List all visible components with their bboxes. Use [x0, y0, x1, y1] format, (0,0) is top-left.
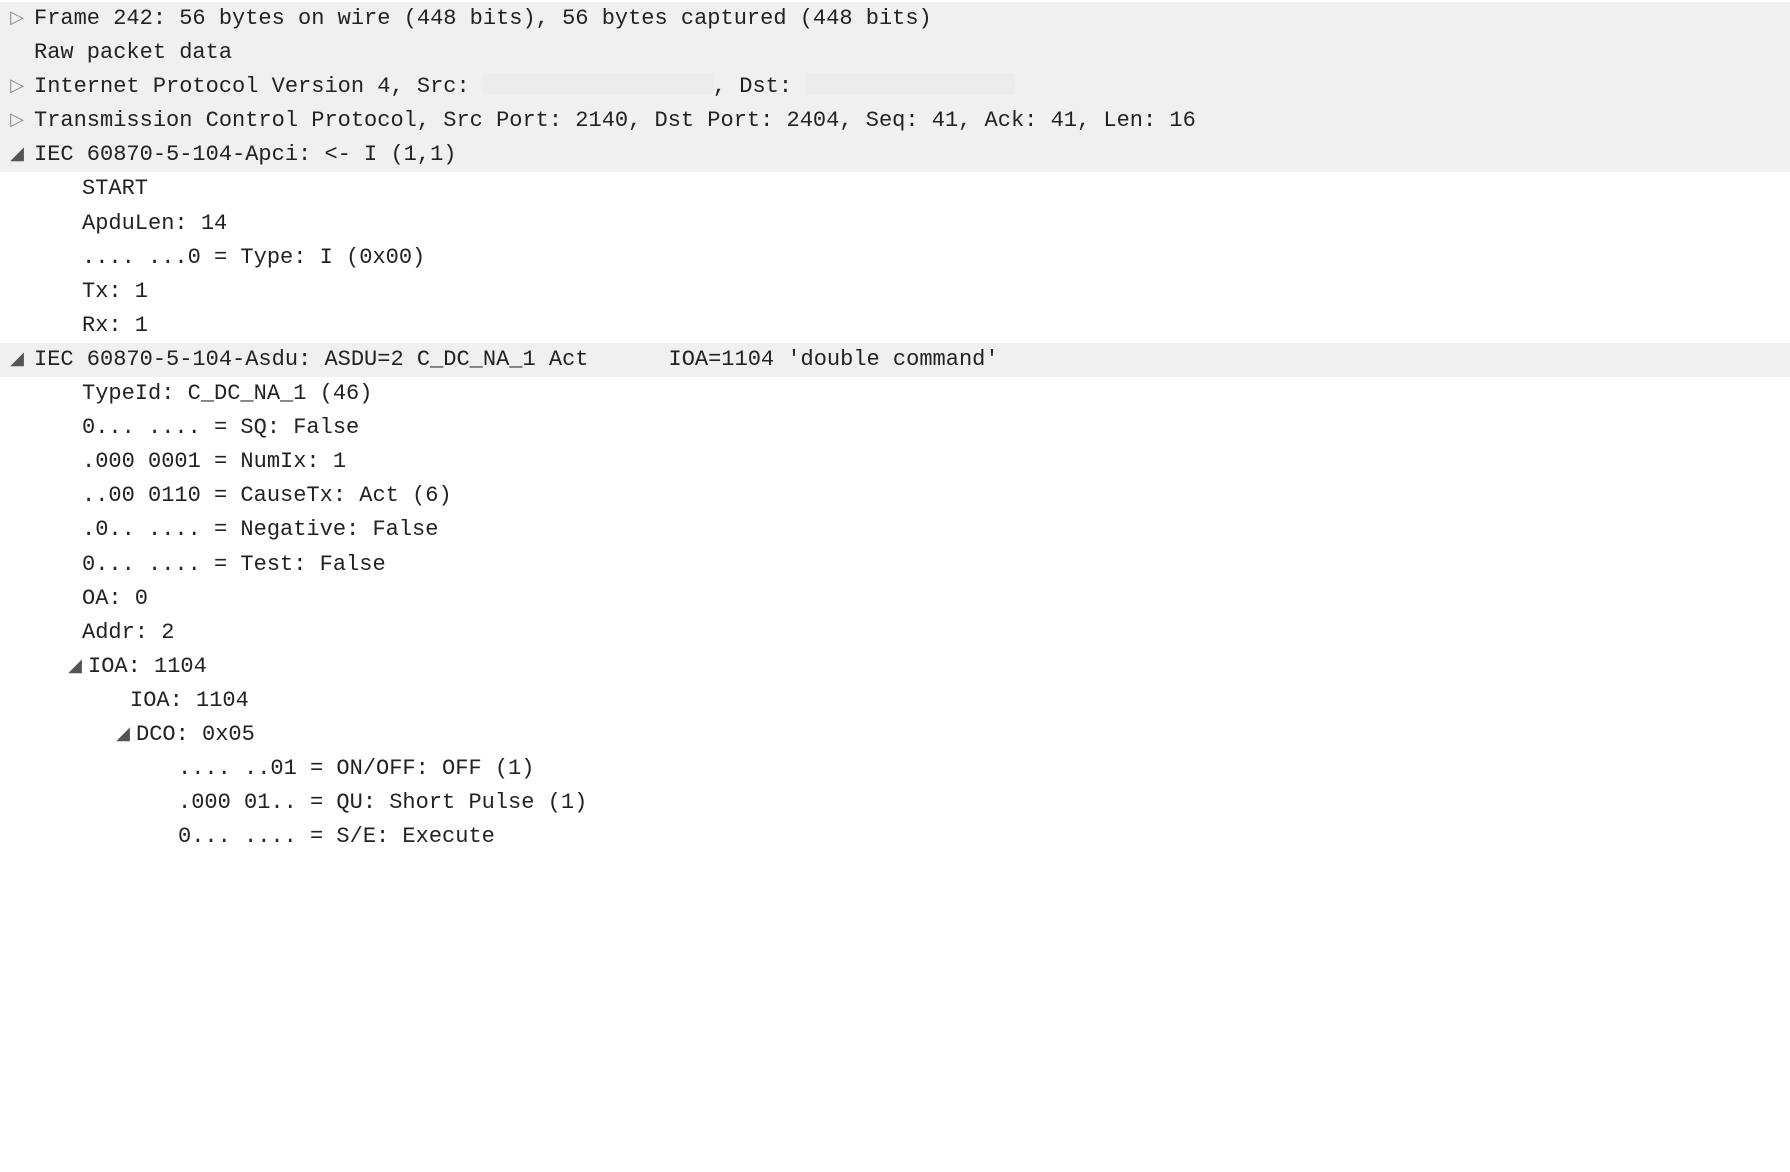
field-text: Tx: 1 [82, 279, 148, 304]
redacted-dst-ip: x [805, 73, 1015, 95]
asdu-oa[interactable]: OA: 0 [0, 582, 1790, 616]
tree-item-tcp[interactable]: ▷Transmission Control Protocol, Src Port… [0, 104, 1790, 138]
field-text: ..00 0110 = CauseTx: Act (6) [82, 483, 452, 508]
asdu-test[interactable]: 0... .... = Test: False [0, 548, 1790, 582]
collapse-icon[interactable]: ◢ [0, 140, 34, 168]
field-text: ApduLen: 14 [82, 211, 227, 236]
apci-header-text: IEC 60870-5-104-Apci: <- I (1,1) [34, 142, 456, 167]
expand-icon[interactable]: ▷ [0, 4, 34, 32]
expand-icon[interactable]: ▷ [0, 106, 34, 134]
tree-item-raw[interactable]: Raw packet data [0, 36, 1790, 70]
asdu-header-left: IEC 60870-5-104-Asdu: ASDU=2 C_DC_NA_1 A… [34, 347, 589, 372]
dco-header-text: DCO: 0x05 [136, 722, 255, 747]
ioa-header-text: IOA: 1104 [88, 654, 207, 679]
ip-prefix: Internet Protocol Version 4, Src: [34, 74, 483, 99]
apci-type[interactable]: .... ...0 = Type: I (0x00) [0, 241, 1790, 275]
apci-rx[interactable]: Rx: 1 [0, 309, 1790, 343]
field-text: 0... .... = SQ: False [82, 415, 359, 440]
raw-packet-label: Raw packet data [34, 40, 232, 65]
asdu-causetx[interactable]: ..00 0110 = CauseTx: Act (6) [0, 479, 1790, 513]
field-text: 0... .... = S/E: Execute [178, 824, 495, 849]
tree-item-apci[interactable]: ◢IEC 60870-5-104-Apci: <- I (1,1) [0, 138, 1790, 172]
field-text: .000 01.. = QU: Short Pulse (1) [178, 790, 587, 815]
asdu-addr[interactable]: Addr: 2 [0, 616, 1790, 650]
ioa-value[interactable]: IOA: 1104 [0, 684, 1790, 718]
packet-details-pane: ▷Frame 242: 56 bytes on wire (448 bits),… [0, 0, 1790, 864]
asdu-negative[interactable]: .0.. .... = Negative: False [0, 513, 1790, 547]
asdu-typeid[interactable]: TypeId: C_DC_NA_1 (46) [0, 377, 1790, 411]
asdu-numix[interactable]: .000 0001 = NumIx: 1 [0, 445, 1790, 479]
apci-tx[interactable]: Tx: 1 [0, 275, 1790, 309]
field-text: OA: 0 [82, 586, 148, 611]
dco-se[interactable]: 0... .... = S/E: Execute [0, 820, 1790, 854]
field-text: TypeId: C_DC_NA_1 (46) [82, 381, 372, 406]
asdu-sq[interactable]: 0... .... = SQ: False [0, 411, 1790, 445]
expand-icon[interactable]: ▷ [0, 72, 34, 100]
tree-item-dco[interactable]: ◢DCO: 0x05 [0, 718, 1790, 752]
dco-qu[interactable]: .000 01.. = QU: Short Pulse (1) [0, 786, 1790, 820]
redacted-src-ip: x [483, 73, 713, 95]
field-text: .000 0001 = NumIx: 1 [82, 449, 346, 474]
dco-onoff[interactable]: .... ..01 = ON/OFF: OFF (1) [0, 752, 1790, 786]
collapse-icon[interactable]: ◢ [0, 345, 34, 373]
field-text: .... ..01 = ON/OFF: OFF (1) [178, 756, 534, 781]
tree-item-ipv4[interactable]: ▷Internet Protocol Version 4, Src: x, Ds… [0, 70, 1790, 104]
tree-item-ioa[interactable]: ◢IOA: 1104 [0, 650, 1790, 684]
field-text: Rx: 1 [82, 313, 148, 338]
tree-item-asdu[interactable]: ◢IEC 60870-5-104-Asdu: ASDU=2 C_DC_NA_1 … [0, 343, 1790, 377]
frame-header-text: Frame 242: 56 bytes on wire (448 bits), … [34, 6, 932, 31]
field-text: Addr: 2 [82, 620, 174, 645]
tree-item-frame[interactable]: ▷Frame 242: 56 bytes on wire (448 bits),… [0, 2, 1790, 36]
ip-mid: , Dst: [713, 74, 805, 99]
field-text: START [82, 176, 148, 201]
collapse-icon[interactable]: ◢ [82, 720, 136, 748]
field-text: .0.. .... = Negative: False [82, 517, 438, 542]
asdu-header-right: IOA=1104 'double command' [669, 347, 999, 372]
tcp-line-text: Transmission Control Protocol, Src Port:… [34, 108, 1196, 133]
field-text: 0... .... = Test: False [82, 552, 386, 577]
field-text: IOA: 1104 [130, 688, 249, 713]
field-text: .... ...0 = Type: I (0x00) [82, 245, 425, 270]
apci-start[interactable]: START [0, 172, 1790, 206]
apci-apdulen[interactable]: ApduLen: 14 [0, 207, 1790, 241]
collapse-icon[interactable]: ◢ [34, 652, 88, 680]
